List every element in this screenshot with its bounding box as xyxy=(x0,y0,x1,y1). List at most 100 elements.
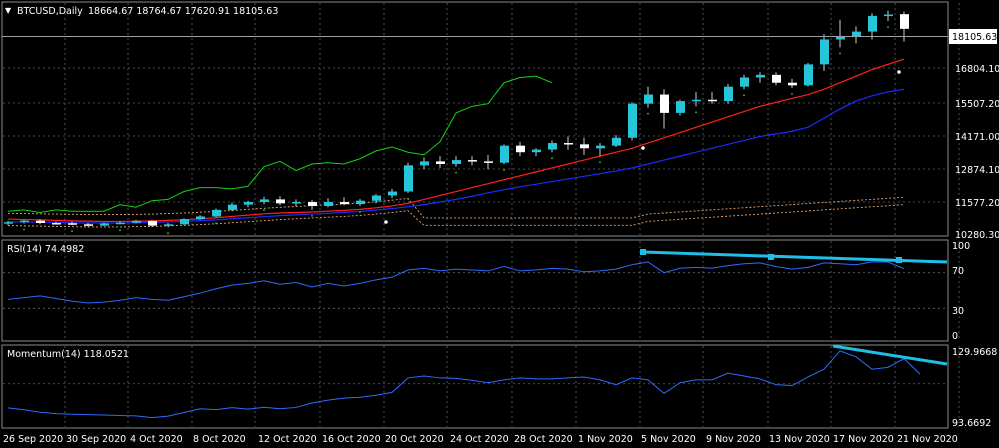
ohlc-values: 18664.67 18764.67 17620.91 18105.63 xyxy=(88,6,278,17)
current-price-label: 18105.63 xyxy=(952,32,997,43)
candle-body xyxy=(436,161,445,165)
candle-body xyxy=(84,224,93,226)
parabolic-sar-dot xyxy=(167,232,169,235)
date-tick: 30 Sep 2020 xyxy=(66,434,126,445)
rsi-panel[interactable] xyxy=(1,239,949,342)
candle-body xyxy=(884,14,893,17)
candle-body xyxy=(244,202,253,205)
parabolic-sar-dot xyxy=(455,171,457,174)
main-panel[interactable] xyxy=(1,1,949,237)
candle-body xyxy=(100,223,109,226)
parabolic-sar-dot xyxy=(791,93,793,95)
candle-body xyxy=(676,101,685,113)
date-tick: 21 Nov 2020 xyxy=(897,434,958,445)
candle-body xyxy=(260,199,269,203)
candle-body xyxy=(420,161,429,166)
candle-body xyxy=(708,99,717,102)
parabolic-sar-dot xyxy=(695,111,697,114)
momentum-level-low: 93.6692 xyxy=(952,418,991,429)
trendlines[interactable] xyxy=(384,70,948,366)
trendline-handle[interactable] xyxy=(896,257,902,263)
price-axis[interactable]: 16804.10 15507.20 14171.00 12874.10 1157… xyxy=(955,64,999,241)
candle-body xyxy=(596,145,605,149)
price-marker xyxy=(641,146,645,150)
trendline-handle[interactable] xyxy=(768,254,774,260)
parabolic-sar-dot xyxy=(551,157,553,160)
candle-body xyxy=(388,191,397,196)
date-tick: 16 Oct 2020 xyxy=(322,434,381,445)
parabolic-sar-dot xyxy=(263,209,265,212)
candle-body xyxy=(180,219,189,225)
candle-body xyxy=(772,74,781,83)
current-price-tag xyxy=(949,29,997,44)
indicator-lines xyxy=(7,261,921,419)
candle-body xyxy=(308,202,317,206)
parabolic-sar-dot xyxy=(599,161,601,164)
candle-body xyxy=(820,39,829,65)
green-overlay-line xyxy=(7,75,553,214)
parabolic-sar-dot xyxy=(119,229,121,232)
envelope-lower xyxy=(7,204,905,228)
momentum-line xyxy=(7,350,921,419)
candle-body xyxy=(516,145,525,153)
date-tick: 24 Oct 2020 xyxy=(450,434,509,445)
date-tick: 17 Nov 2020 xyxy=(833,434,894,445)
parabolic-sar-dot xyxy=(311,214,313,217)
momentum-panel[interactable] xyxy=(1,344,949,429)
rsi-line xyxy=(7,261,905,304)
momentum-label: Momentum(14) 118.0521 xyxy=(7,349,129,360)
date-tick: 13 Nov 2020 xyxy=(769,434,830,445)
candle-body xyxy=(532,149,541,153)
candle-body xyxy=(692,99,701,102)
candle-body xyxy=(612,137,621,146)
momentum-level-high: 129.9668 xyxy=(952,347,997,358)
candle-body xyxy=(724,86,733,102)
date-tick: 1 Nov 2020 xyxy=(578,434,633,445)
rsi-level-100: 100 xyxy=(952,241,970,252)
momentum-trendline[interactable] xyxy=(832,344,948,366)
candle-body xyxy=(164,224,173,226)
candle-body xyxy=(132,220,141,223)
candle-body xyxy=(340,202,349,205)
price-marker xyxy=(897,70,901,74)
price-tick: 10280.30 xyxy=(955,230,999,241)
candle-body xyxy=(228,204,237,210)
candle-body xyxy=(292,202,301,204)
candle-body xyxy=(804,64,813,86)
parabolic-sar-dot xyxy=(839,52,841,55)
rsi-label: RSI(14) 74.4982 xyxy=(7,244,84,255)
candle-body xyxy=(452,160,461,165)
red-moving-average xyxy=(7,58,905,223)
parabolic-sar-dot xyxy=(407,197,409,200)
candle-body xyxy=(20,220,29,223)
candle-body xyxy=(900,14,909,29)
candle-body xyxy=(500,145,509,163)
chart-menu-icon[interactable]: ▼ xyxy=(5,6,12,15)
candle-body xyxy=(324,202,333,206)
date-tick: 28 Oct 2020 xyxy=(514,434,573,445)
price-tick: 16804.10 xyxy=(955,64,999,75)
moving-averages xyxy=(7,58,905,224)
date-tick: 4 Oct 2020 xyxy=(130,434,183,445)
rsi-level-30: 30 xyxy=(952,306,964,317)
candle-body xyxy=(836,36,845,40)
candle-body xyxy=(756,74,765,78)
blue-moving-average xyxy=(7,88,905,224)
candles xyxy=(4,10,909,235)
date-tick: 8 Oct 2020 xyxy=(193,434,246,445)
candle-body xyxy=(788,82,797,86)
candle-body xyxy=(644,94,653,104)
candle-body xyxy=(116,222,125,225)
time-axis[interactable]: 26 Sep 2020 30 Sep 2020 4 Oct 2020 8 Oct… xyxy=(3,434,958,445)
candle-body xyxy=(404,165,413,192)
price-tick: 12874.10 xyxy=(955,165,999,176)
date-tick: 20 Oct 2020 xyxy=(385,434,444,445)
candle-body xyxy=(660,94,669,113)
candle-body xyxy=(628,103,637,138)
parabolic-sar-dot xyxy=(887,26,889,29)
trendline-handle[interactable] xyxy=(640,249,646,255)
envelope-bands xyxy=(7,196,905,228)
candle-body xyxy=(68,223,77,225)
parabolic-sar-dot xyxy=(23,228,25,231)
